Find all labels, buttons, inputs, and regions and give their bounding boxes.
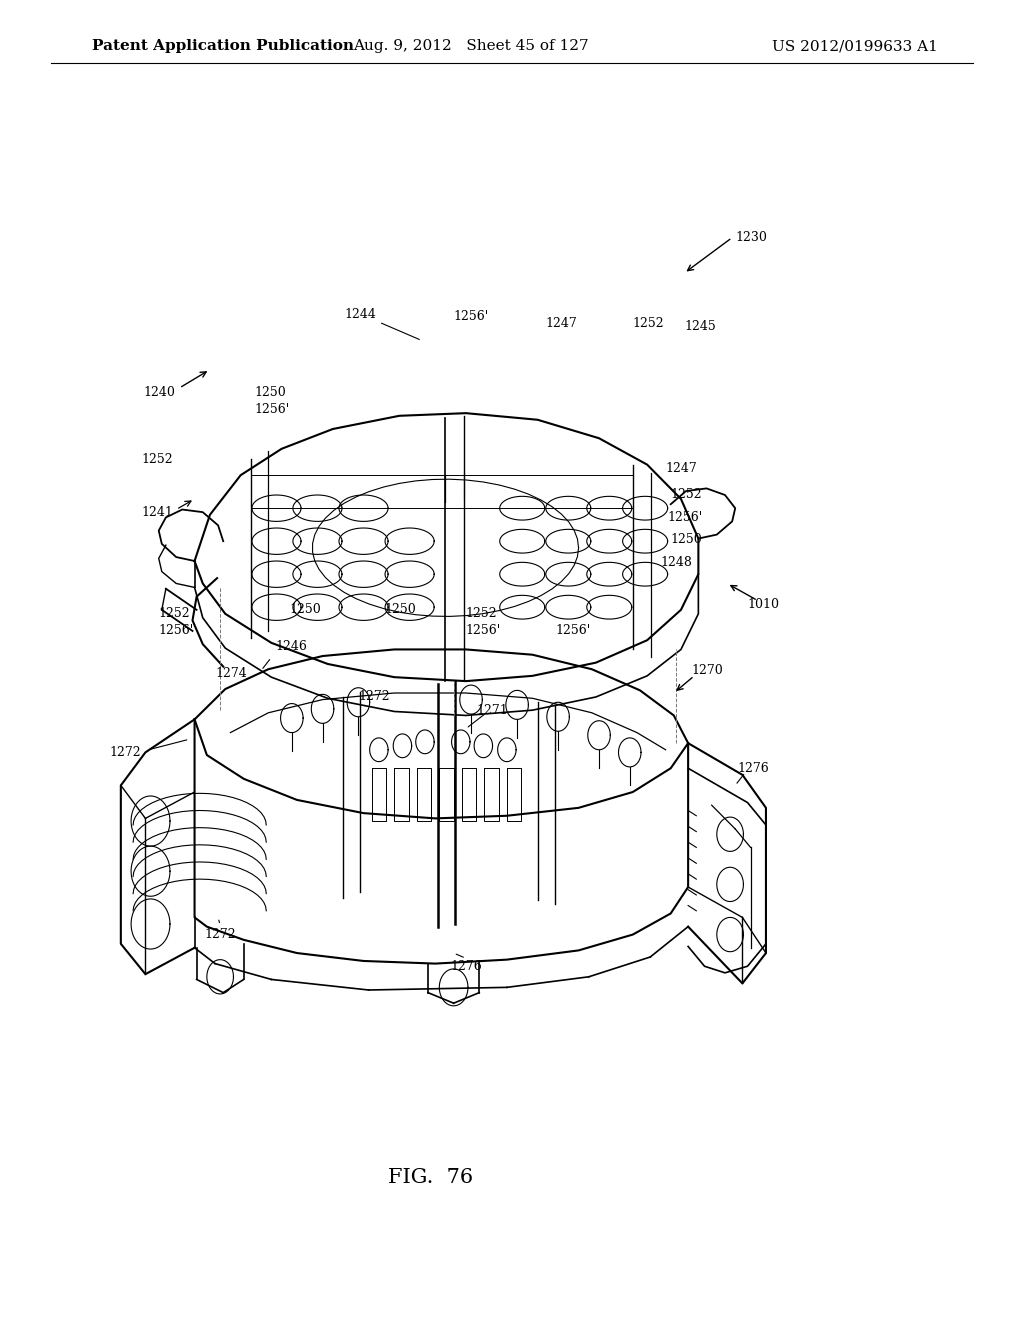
Text: 1252: 1252 xyxy=(159,607,190,620)
Text: 1274: 1274 xyxy=(215,667,247,680)
Text: Patent Application Publication: Patent Application Publication xyxy=(92,40,354,53)
Text: 1252: 1252 xyxy=(141,453,173,466)
Text: 1272: 1272 xyxy=(110,746,141,759)
Text: 1244: 1244 xyxy=(344,308,377,321)
Text: 1256': 1256' xyxy=(466,624,501,638)
Text: 1247: 1247 xyxy=(666,462,697,475)
Text: FIG.  76: FIG. 76 xyxy=(387,1168,473,1187)
Text: 1230: 1230 xyxy=(735,231,767,244)
Text: 1250: 1250 xyxy=(254,385,286,399)
Text: 1250: 1250 xyxy=(384,603,416,616)
Text: 1256': 1256' xyxy=(159,624,194,638)
Text: 1272: 1272 xyxy=(205,928,236,941)
Text: 1272: 1272 xyxy=(358,690,389,704)
Text: US 2012/0199633 A1: US 2012/0199633 A1 xyxy=(772,40,938,53)
Text: 1245: 1245 xyxy=(684,319,716,333)
Text: 1252: 1252 xyxy=(633,317,665,330)
Text: 1246: 1246 xyxy=(275,640,308,653)
Text: 1240: 1240 xyxy=(143,385,175,399)
Text: 1256': 1256' xyxy=(254,403,289,416)
Text: 1252: 1252 xyxy=(671,488,702,502)
Text: 1276: 1276 xyxy=(737,762,769,775)
Text: 1248: 1248 xyxy=(660,556,692,569)
Text: 1252: 1252 xyxy=(466,607,498,620)
Text: 1271: 1271 xyxy=(476,704,508,717)
Text: 1276: 1276 xyxy=(450,960,482,973)
Text: Aug. 9, 2012   Sheet 45 of 127: Aug. 9, 2012 Sheet 45 of 127 xyxy=(353,40,589,53)
Text: 1256': 1256' xyxy=(668,511,702,524)
Text: 1270: 1270 xyxy=(691,664,723,677)
Text: 1250: 1250 xyxy=(289,603,322,616)
Text: 1010: 1010 xyxy=(748,598,779,611)
Text: 1256': 1256' xyxy=(555,624,590,638)
Text: 1256': 1256' xyxy=(454,310,488,323)
Text: 1250: 1250 xyxy=(671,533,702,546)
Text: 1241: 1241 xyxy=(141,506,173,519)
Text: 1247: 1247 xyxy=(545,317,578,330)
